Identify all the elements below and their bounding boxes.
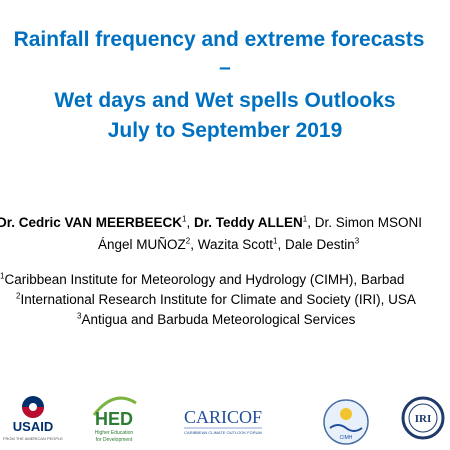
affiliation: 2International Research Institute for Cl…	[16, 291, 416, 309]
hed-logo-tagline-1: Higher Education	[95, 430, 134, 436]
author-sup: 1	[182, 214, 187, 224]
iri-logo: IRI	[401, 396, 445, 440]
author-sup: 1	[273, 236, 278, 246]
authors-line-2: Ángel MUÑOZ2, Wazita Scott1, Dale Destin…	[98, 236, 360, 252]
cimh-logo: CIMH	[323, 399, 369, 445]
author-name: Ángel MUÑOZ	[98, 237, 186, 252]
author-name: Wazita Scott	[197, 237, 274, 252]
title-line-1: Rainfall frequency and extreme forecasts	[13, 28, 425, 51]
caricof-logo-text: CARICOF	[184, 407, 262, 427]
hed-logo-text: HED	[95, 409, 133, 429]
author-name: Dr. Simon MSONI	[314, 215, 423, 230]
usaid-logo-tagline: FROM THE AMERICAN PEOPLE	[3, 436, 63, 441]
caricof-logo: CARICOF CARIBBEAN CLIMATE OUTLOOK FORUM	[184, 407, 262, 435]
title-line-2: –	[219, 56, 231, 79]
affiliation: 1Caribbean Institute for Meteorology and…	[0, 271, 404, 289]
affiliation-sup: 1	[0, 271, 5, 281]
affiliation-text: International Research Institute for Cli…	[20, 292, 416, 307]
cimh-logo-text: CIMH	[340, 435, 353, 441]
affiliation-text: Caribbean Institute for Meteorology and …	[4, 272, 405, 287]
affiliation-sup: 2	[16, 291, 21, 301]
author-name: Dr. Teddy ALLEN	[194, 215, 303, 230]
caricof-logo-tagline: CARIBBEAN CLIMATE OUTLOOK FORUM	[184, 430, 262, 435]
hed-logo: HED Higher Education for Development	[92, 396, 137, 443]
author-sup: 2	[185, 236, 191, 246]
usaid-logo-text: USAID	[13, 419, 53, 434]
title-line-4: July to September 2019	[107, 119, 343, 142]
usaid-logo: USAID FROM THE AMERICAN PEOPLE	[3, 396, 63, 441]
authors-line-1: Dr. Cedric VAN MEERBEECK1, Dr. Teddy ALL…	[0, 214, 422, 232]
affiliation: 3Antigua and Barbuda Meteorological Serv…	[77, 311, 355, 329]
author-sup: 3	[354, 236, 360, 246]
hed-logo-tagline-2: for Development	[96, 437, 133, 443]
title-line-3: Wet days and Wet spells Outlooks	[54, 89, 396, 112]
affiliation-text: Antigua and Barbuda Meteorological Servi…	[81, 312, 356, 327]
author-name: Dr. Cedric VAN MEERBEECK	[0, 215, 183, 230]
author-sup: 1	[302, 214, 308, 224]
iri-logo-text: IRI	[415, 413, 432, 425]
author-name: Dale Destin	[285, 237, 355, 252]
affiliation-sup: 3	[77, 311, 82, 321]
